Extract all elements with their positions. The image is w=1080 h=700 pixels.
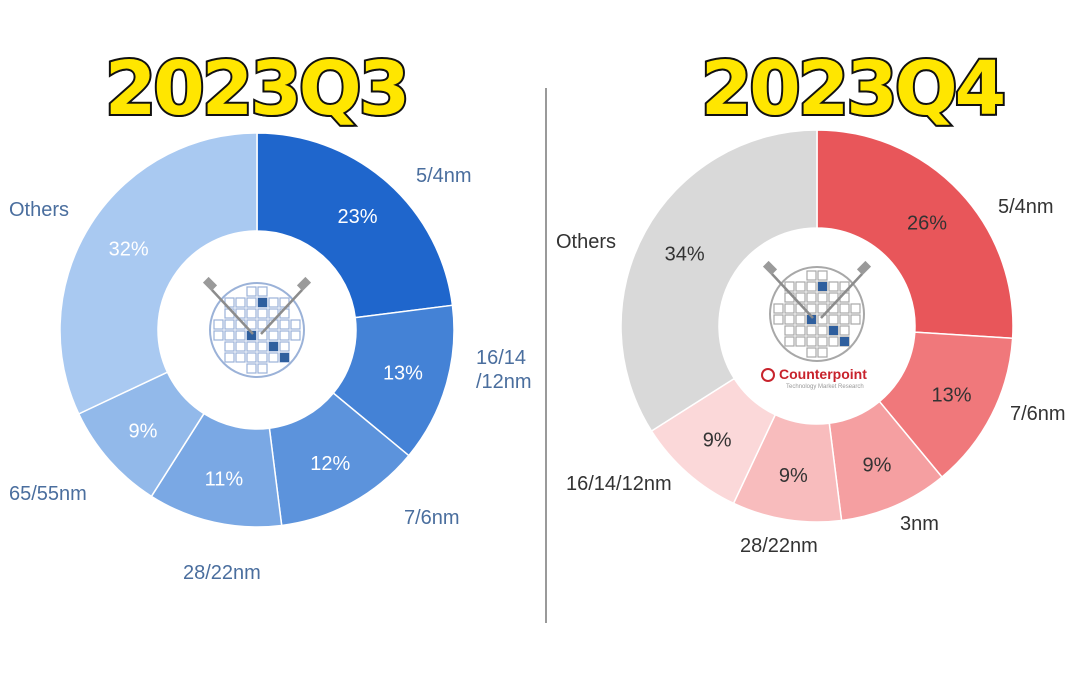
slice-value-label: 23% — [338, 206, 378, 228]
category-label-7-6nm: 7/6nm — [404, 507, 460, 529]
category-label-28-22nm: 28/22nm — [740, 535, 818, 557]
category-label-65-55nm: 65/55nm — [9, 483, 87, 505]
slice-others — [59, 132, 258, 415]
chart-panel-2023q4: 2023Q4 26% 13% 9% 9% 9% 34% Counterpoint Tech… — [548, 0, 1080, 640]
slice-value-label: 13% — [383, 362, 423, 384]
slice-value-label: 34% — [665, 243, 705, 265]
category-label-7-6nm: 7/6nm — [1010, 403, 1066, 425]
category-label-16-14-12nm: 16/14/12nm — [566, 473, 672, 495]
donut-chart-2023q4: 26% 13% 9% 9% 9% 34% — [620, 129, 1014, 523]
slice-value-label: 9% — [779, 465, 808, 487]
slice-value-label: 32% — [109, 239, 149, 261]
category-label-5-4nm: 5/4nm — [998, 196, 1054, 218]
logo-subtext: Technology Market Research — [786, 384, 864, 390]
slice-value-label: 13% — [932, 385, 972, 407]
slice-value-label: 9% — [703, 429, 732, 451]
category-label-3nm: 3nm — [900, 513, 939, 535]
slice-value-label: 9% — [863, 455, 892, 477]
category-label-16-14-12nm: 16/14/12nm — [476, 347, 532, 393]
category-label-5-4nm: 5/4nm — [416, 165, 472, 187]
donut-chart-2023q3: 23% 13% 12% 11% 9% 32% — [59, 132, 455, 528]
chart-panel-2023q3: 2023Q3 23% 13% 12% 11% 9% 32% 5/4nm 16/14/12nm… — [0, 0, 545, 640]
slice-others — [620, 129, 818, 433]
counterpoint-icon — [761, 368, 775, 382]
wafer-icon — [762, 260, 872, 362]
slice-value-label: 11% — [205, 468, 244, 490]
slice-5-4nm — [816, 129, 1014, 340]
logo-text: Counterpoint — [779, 366, 867, 382]
chart-title: 2023Q3 — [103, 46, 412, 132]
chart-title: 2023Q4 — [699, 46, 1008, 132]
divider — [545, 88, 547, 623]
category-label-others: Others — [556, 231, 617, 253]
category-label-28-22nm: 28/22nm — [183, 562, 261, 584]
wafer-icon — [202, 276, 312, 378]
category-label-others: Others — [9, 199, 70, 221]
slice-value-label: 12% — [310, 453, 350, 475]
slice-5-4nm — [256, 132, 454, 319]
slice-value-label: 26% — [907, 213, 947, 235]
slice-value-label: 9% — [129, 421, 158, 443]
counterpoint-logo: Counterpoint — [761, 366, 867, 382]
